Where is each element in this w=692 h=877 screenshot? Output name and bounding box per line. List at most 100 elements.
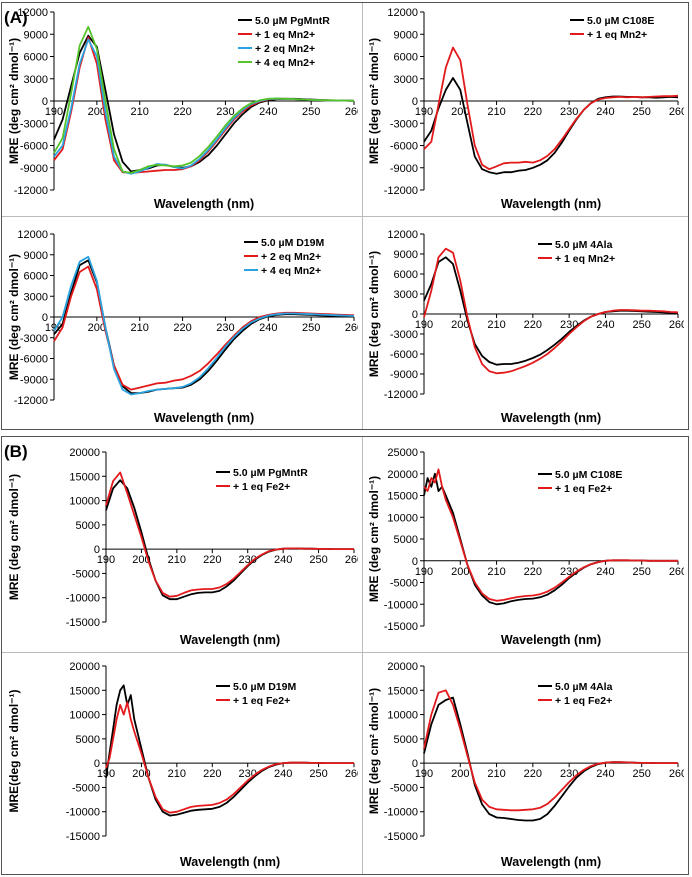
x-tick-label: 190 xyxy=(415,106,433,118)
y-tick-label: -5000 xyxy=(390,782,418,794)
y-tick-label: 0 xyxy=(94,758,100,770)
panel-b-frame xyxy=(1,436,689,875)
y-tick-label: -12000 xyxy=(384,185,418,197)
x-tick-label: 250 xyxy=(633,566,651,578)
y-tick-label: 15000 xyxy=(69,471,100,483)
y-tick-label: -12000 xyxy=(384,389,418,401)
x-tick-label: 190 xyxy=(97,554,115,566)
legend-entry-1: + 1 eq Mn2+ xyxy=(255,29,315,41)
y-tick-label: 3000 xyxy=(24,74,48,86)
x-tick-label: 250 xyxy=(302,106,320,118)
y-tick-label: -6000 xyxy=(390,349,418,361)
x-tick-label: 210 xyxy=(131,322,149,334)
y-tick-label: 3000 xyxy=(24,291,48,303)
y-tick-label: 10000 xyxy=(387,710,418,722)
series-line-1 xyxy=(423,689,678,812)
y-axis-label: MRE (deg cm² dmol⁻¹) xyxy=(367,38,381,164)
x-tick-label: 210 xyxy=(168,554,186,566)
y-tick-label: -9000 xyxy=(20,374,48,386)
x-tick-label: 260 xyxy=(669,319,684,331)
y-tick-label: 12000 xyxy=(387,229,418,241)
series-line-1 xyxy=(423,247,679,375)
y-tick-label: 20000 xyxy=(69,447,100,459)
series-line-1 xyxy=(105,701,354,814)
x-tick-label: 200 xyxy=(88,322,106,334)
y-tick-label: 20000 xyxy=(69,661,100,673)
series-line-1 xyxy=(105,471,354,598)
x-tick-label: 240 xyxy=(596,768,614,780)
legend-entry-2: + 2 eq Mn2+ xyxy=(255,43,315,55)
x-tick-label: 260 xyxy=(669,106,684,118)
y-tick-label: 15000 xyxy=(387,491,418,503)
legend-entry-2: + 4 eq Mn2+ xyxy=(261,265,321,277)
x-tick-label: 210 xyxy=(168,768,186,780)
y-tick-label: 5000 xyxy=(76,520,100,532)
y-tick-label: 12000 xyxy=(17,229,48,241)
chart-b1: 20000 15000 10000 5000 0 -5000 -10000 -15000 190… xyxy=(6,440,358,650)
y-tick-label: 6000 xyxy=(394,269,418,281)
legend-entry-1: + 1 eq Mn2+ xyxy=(555,253,615,265)
x-tick-label: 260 xyxy=(345,768,358,780)
x-tick-label: 240 xyxy=(259,322,277,334)
x-axis-label: Wavelength (nm) xyxy=(501,411,601,425)
legend-entry-0: 5.0 µM 4Ala xyxy=(555,239,613,251)
y-tick-label: 0 xyxy=(412,556,418,568)
chart-a4: 12000 9000 6000 3000 0 -3000 -6000 -9000 -12000 1… xyxy=(366,220,684,428)
x-tick-label: 240 xyxy=(259,106,277,118)
y-tick-label: 3000 xyxy=(394,74,418,86)
x-tick-label: 230 xyxy=(216,106,234,118)
y-tick-label: 6000 xyxy=(24,52,48,64)
panel-label-b: (B) xyxy=(4,442,28,461)
y-tick-label: 12000 xyxy=(17,7,48,19)
legend-entry-1: + 1 eq Fe2+ xyxy=(233,481,290,493)
x-tick-label: 200 xyxy=(451,566,469,578)
y-tick-label: 0 xyxy=(42,312,48,324)
y-tick-label: -12000 xyxy=(14,185,48,197)
y-tick-label: 0 xyxy=(412,96,418,108)
panel-a-horizontal-divider xyxy=(2,216,688,217)
x-tick-label: 250 xyxy=(309,768,327,780)
y-axis-label: MRE (deg cm² dmol⁻¹) xyxy=(7,38,21,164)
y-tick-label: 0 xyxy=(412,309,418,321)
y-tick-label: -10000 xyxy=(384,807,418,819)
y-tick-label: 9000 xyxy=(24,29,48,41)
x-tick-label: 240 xyxy=(596,319,614,331)
x-tick-label: 220 xyxy=(524,566,542,578)
x-axis-label: Wavelength (nm) xyxy=(154,411,254,425)
y-tick-label: -5000 xyxy=(72,782,100,794)
x-tick-label: 260 xyxy=(669,768,684,780)
y-tick-label: -9000 xyxy=(390,163,418,175)
x-tick-label: 220 xyxy=(173,106,191,118)
legend-entry-1: + 1 eq Fe2+ xyxy=(233,695,290,707)
y-tick-label: -10000 xyxy=(384,599,418,611)
legend-entry-0: 5.0 µM C108E xyxy=(555,469,622,481)
legend-entry-1: + 1 eq Fe2+ xyxy=(555,695,612,707)
y-tick-label: 15000 xyxy=(387,685,418,697)
y-tick-label: -3000 xyxy=(390,118,418,130)
legend-entry-1: + 1 eq Fe2+ xyxy=(555,483,612,495)
x-tick-label: 240 xyxy=(274,554,292,566)
legend-entry-0: 5.0 µM PgMntR xyxy=(233,467,308,479)
y-tick-label: -15000 xyxy=(66,831,100,843)
y-tick-label: 5000 xyxy=(76,734,100,746)
y-tick-label: -5000 xyxy=(72,568,100,580)
x-tick-label: 250 xyxy=(633,768,651,780)
x-tick-label: 230 xyxy=(560,106,578,118)
y-tick-label: 6000 xyxy=(24,271,48,283)
y-tick-label: -3000 xyxy=(20,118,48,130)
y-axis-label: MRE (deg cm² dmol⁻¹) xyxy=(7,474,21,600)
legend-entry-0: 5.0 µM D19M xyxy=(233,681,296,693)
x-tick-label: 200 xyxy=(451,319,469,331)
y-tick-label: -10000 xyxy=(66,807,100,819)
x-axis-label: Wavelength (nm) xyxy=(154,197,254,211)
x-tick-label: 220 xyxy=(203,768,221,780)
y-tick-label: 0 xyxy=(412,758,418,770)
y-tick-label: -6000 xyxy=(20,141,48,153)
y-tick-label: -9000 xyxy=(20,163,48,175)
x-tick-label: 260 xyxy=(669,566,684,578)
y-tick-label: -3000 xyxy=(20,333,48,345)
x-tick-label: 190 xyxy=(415,566,433,578)
y-tick-label: -12000 xyxy=(14,395,48,407)
x-tick-label: 210 xyxy=(131,106,149,118)
series-line-0 xyxy=(423,696,678,822)
